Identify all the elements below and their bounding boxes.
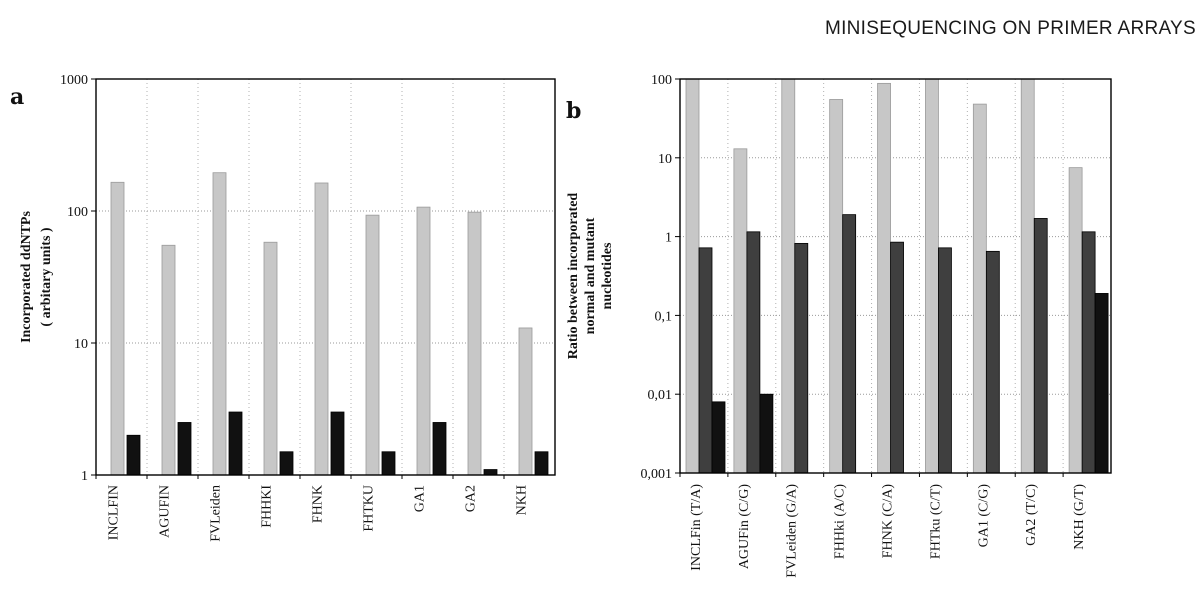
chart-panel-b: 0,001 0,01 0,1 1 10 100 INCLFin (T/A) AGUFin (C… <box>566 73 1112 578</box>
category-label: AGUFIN <box>158 485 173 538</box>
y-axis-title: nucleotides <box>600 242 615 309</box>
bar <box>177 422 192 476</box>
y-tick-label: 10 <box>74 337 88 352</box>
y-tick-label: 10 <box>658 152 672 167</box>
category-label: FHHKI <box>260 485 275 528</box>
bar <box>842 214 857 474</box>
bar <box>938 247 952 474</box>
y-tick-label: 1 <box>81 469 88 484</box>
category-label: NKH <box>515 485 530 515</box>
y-tick-label: 0,001 <box>641 467 673 482</box>
bar <box>925 78 939 474</box>
category-label: FVLeiden (G/A) <box>785 484 800 578</box>
bar <box>781 78 796 474</box>
bar <box>534 451 549 476</box>
bar <box>890 241 904 474</box>
bar <box>829 99 844 474</box>
bar <box>759 393 774 474</box>
bar <box>1094 293 1109 474</box>
panel-a-label: a <box>10 84 25 110</box>
bar <box>985 250 1000 474</box>
category-label: FVLeiden <box>209 485 224 542</box>
category-label: FHHki (A/C) <box>833 484 848 559</box>
category-label: FHTku (C/T) <box>928 484 943 559</box>
bar <box>711 401 726 474</box>
y-tick-label: 100 <box>651 73 672 88</box>
y-axis-title: ( arbitary units ) <box>39 227 54 327</box>
bar <box>228 411 243 476</box>
category-label: INCLFIN <box>107 485 122 540</box>
bar <box>110 181 125 476</box>
category-label: AGUFin (C/G) <box>737 484 752 570</box>
bar <box>263 241 278 476</box>
y-axis-title: normal and mutant <box>583 217 598 334</box>
category-label: GA2 (T/C) <box>1024 484 1039 546</box>
bar <box>161 244 176 476</box>
bar <box>1020 78 1035 474</box>
category-label: GA2 <box>464 485 479 512</box>
bar <box>1081 231 1096 474</box>
bar <box>733 148 748 474</box>
bar <box>432 422 447 476</box>
bar <box>279 451 294 476</box>
y-tick-label: 100 <box>67 205 88 220</box>
panel-b-label: b <box>566 98 582 124</box>
running-head: MINISEQUENCING ON PRIMER ARRAYS <box>824 18 1196 39</box>
y-axis-title: Ratio between incorporated <box>566 193 581 360</box>
bar <box>467 211 482 476</box>
category-label: FHNK <box>311 485 326 523</box>
bar <box>518 327 533 476</box>
bar <box>381 451 396 476</box>
bar <box>877 82 891 474</box>
bar <box>972 103 987 474</box>
bar <box>483 469 498 476</box>
y-tick-label: 1 <box>665 231 672 246</box>
bar <box>698 247 713 474</box>
category-label: INCLFin (T/A) <box>689 484 704 571</box>
bar <box>794 242 809 474</box>
y-tick-label: 0,01 <box>648 388 673 403</box>
bar <box>1068 167 1083 474</box>
bar <box>212 172 227 476</box>
bar <box>416 206 431 476</box>
chart-panel-a: 1 10 100 1000 INCLFIN AGUFIN FVLeiden FHHKI FHNK… <box>19 73 556 542</box>
category-label: NKH (G/T) <box>1072 484 1087 550</box>
bar <box>746 231 761 474</box>
plot-frame <box>679 78 1112 474</box>
bar <box>330 411 345 476</box>
category-label: FHTKU <box>362 485 377 532</box>
bar <box>365 214 380 476</box>
y-tick-label: 0,1 <box>655 309 673 324</box>
category-label: GA1 (C/G) <box>976 484 991 548</box>
bar <box>314 182 329 476</box>
bar <box>685 78 700 474</box>
y-axis-title: Incorporated ddNTPs <box>19 211 34 343</box>
plot-frame <box>95 78 556 476</box>
category-label: GA1 <box>413 485 428 512</box>
y-tick-label: 1000 <box>60 73 88 88</box>
bar <box>126 434 141 476</box>
bar <box>1033 218 1048 474</box>
category-label: FHNK (C/A) <box>881 484 896 559</box>
